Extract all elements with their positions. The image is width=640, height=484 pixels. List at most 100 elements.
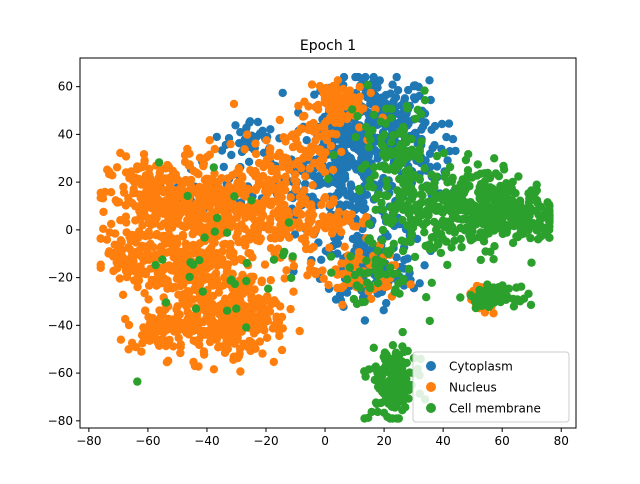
data-point <box>185 272 194 282</box>
data-point <box>200 327 209 337</box>
data-point <box>244 157 254 166</box>
data-point <box>513 295 522 304</box>
data-point <box>369 163 379 172</box>
data-point <box>478 219 488 229</box>
data-point <box>360 316 370 325</box>
data-point <box>223 344 232 354</box>
data-point <box>371 193 380 203</box>
data-point <box>443 260 452 270</box>
data-point <box>140 251 149 261</box>
data-point <box>176 252 186 262</box>
data-point <box>134 233 143 242</box>
data-point <box>388 341 398 350</box>
data-point <box>365 219 374 229</box>
data-point <box>365 280 374 289</box>
data-point <box>478 229 487 238</box>
data-point <box>545 211 554 220</box>
data-point <box>508 177 517 187</box>
data-point <box>366 135 375 144</box>
data-point <box>378 225 388 235</box>
data-point <box>444 119 454 128</box>
data-point <box>361 372 370 381</box>
data-point <box>271 174 280 184</box>
data-point <box>231 121 240 130</box>
data-point <box>488 187 498 196</box>
data-point <box>205 337 215 347</box>
data-point <box>253 117 263 127</box>
data-point <box>479 237 489 246</box>
data-point <box>137 347 146 356</box>
data-point <box>389 239 398 248</box>
data-point <box>353 112 362 121</box>
data-point <box>355 267 364 276</box>
data-point <box>248 213 257 222</box>
data-point <box>375 76 384 85</box>
data-point <box>425 197 434 206</box>
series-nucleus <box>96 76 498 376</box>
data-point <box>477 301 487 311</box>
data-point <box>121 152 131 161</box>
data-point <box>491 169 501 178</box>
data-point <box>382 104 391 113</box>
data-point <box>270 233 279 242</box>
data-point <box>464 150 473 159</box>
data-point <box>331 118 340 127</box>
data-point <box>420 164 429 173</box>
data-point <box>149 203 158 213</box>
data-point <box>400 131 409 140</box>
data-point <box>392 109 402 118</box>
data-point <box>169 342 178 351</box>
data-point <box>190 226 199 236</box>
data-point <box>162 199 171 208</box>
data-point <box>507 184 516 193</box>
data-point <box>153 269 162 278</box>
data-point <box>114 197 124 207</box>
data-point <box>263 189 272 198</box>
data-point <box>241 192 250 201</box>
data-point <box>380 130 389 139</box>
data-point <box>430 140 439 150</box>
data-point <box>266 125 275 134</box>
data-point <box>478 183 487 193</box>
data-point <box>364 268 373 277</box>
data-point <box>282 230 291 239</box>
data-point <box>212 276 222 285</box>
data-point <box>217 146 227 155</box>
data-point <box>459 214 468 223</box>
data-point <box>227 150 236 160</box>
data-point <box>151 260 160 270</box>
data-point <box>173 239 182 248</box>
data-point <box>155 168 164 177</box>
data-point <box>242 258 251 268</box>
data-point <box>364 235 373 245</box>
data-point <box>352 140 362 149</box>
data-point <box>304 152 313 162</box>
data-point <box>171 201 180 210</box>
data-point <box>130 188 139 198</box>
data-point <box>360 297 369 306</box>
data-point <box>138 198 147 207</box>
x-tick-label: −20 <box>253 434 278 448</box>
data-point <box>198 287 207 296</box>
data-point <box>351 72 360 82</box>
data-point <box>156 321 165 331</box>
data-point <box>389 269 398 279</box>
data-point <box>420 86 429 95</box>
data-point <box>428 233 438 242</box>
data-point <box>311 270 320 279</box>
data-point <box>124 260 133 270</box>
data-point <box>386 147 395 156</box>
data-point <box>187 203 196 213</box>
data-point <box>141 212 150 221</box>
data-point <box>313 105 323 114</box>
data-point <box>194 211 203 221</box>
data-point <box>425 149 435 158</box>
data-point <box>245 342 254 351</box>
data-point <box>204 226 213 235</box>
data-point <box>291 183 301 192</box>
data-point <box>198 201 207 210</box>
data-point <box>407 216 416 225</box>
data-point <box>373 407 382 417</box>
data-point <box>304 102 313 111</box>
data-point <box>194 294 203 303</box>
